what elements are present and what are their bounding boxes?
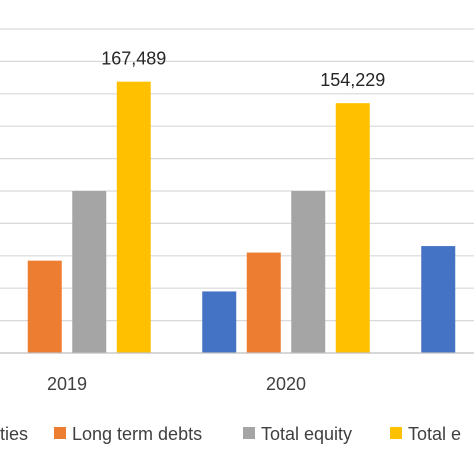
legend-label: Long term debts <box>72 424 202 444</box>
gridlines <box>0 28 474 322</box>
legend-label: Total equity <box>261 424 352 444</box>
bar-2020-long-term-debts <box>246 252 281 353</box>
bar-2020-total-equity <box>291 191 326 353</box>
x-tick-label: 2019 <box>47 374 87 394</box>
legend: ties Long term debts Total equity Total e <box>0 424 461 444</box>
x-tick-labels: 2019 2020 <box>47 374 306 394</box>
legend-swatch <box>243 427 255 439</box>
data-labels: 167,489 154,229 <box>101 49 385 90</box>
bar-2019-total-e <box>116 81 151 354</box>
legend-item-ties: ties <box>0 424 28 444</box>
legend-label: ties <box>0 424 28 444</box>
legend-swatch <box>390 427 402 439</box>
data-label: 167,489 <box>101 49 166 69</box>
bars <box>27 81 456 354</box>
bar-2020-ties <box>202 291 237 353</box>
legend-item-total-equity: Total equity <box>243 424 352 444</box>
x-tick-label: 2020 <box>266 374 306 394</box>
legend-item-total-e: Total e <box>390 424 461 444</box>
legend-item-long-term-debts: Long term debts <box>54 424 202 444</box>
bar-group2-ties <box>421 246 456 353</box>
bar-2019-long-term-debts <box>27 260 62 353</box>
bar-2019-total-equity <box>72 191 107 353</box>
data-label: 154,229 <box>320 70 385 90</box>
legend-swatch <box>54 427 66 439</box>
legend-label: Total e <box>408 424 461 444</box>
bar-2020-total-e <box>335 103 370 353</box>
